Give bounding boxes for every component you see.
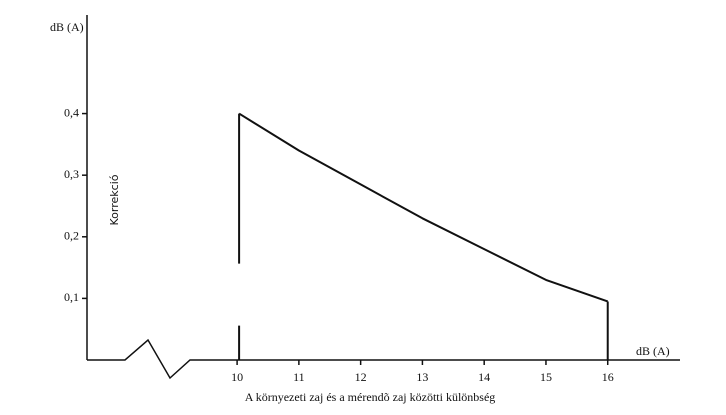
- curve: [238, 112, 609, 303]
- y-tick-label: 0,4: [64, 105, 79, 119]
- y-axis-unit: dB (A): [50, 20, 84, 34]
- x-tick-label: 11: [293, 370, 305, 384]
- x-tick-label: 15: [540, 370, 552, 384]
- y-tick-label: 0,1: [64, 290, 79, 304]
- x-tick-label: 13: [416, 370, 428, 384]
- y-tick-label: 0,3: [64, 167, 79, 181]
- x-axis-with-break: [87, 338, 680, 380]
- x-axis-label: A környezeti zaj és a mérendõ zaj között…: [245, 390, 496, 404]
- x-tick-label: 10: [231, 370, 243, 384]
- x-tick-label: 16: [602, 370, 614, 384]
- x-tick-label: 12: [355, 370, 367, 384]
- y-tick-label: 0,2: [64, 229, 79, 243]
- x-tick-label: 14: [478, 370, 490, 384]
- x-axis-unit: dB (A): [636, 344, 670, 358]
- y-axis-label: Korrekció: [108, 174, 121, 225]
